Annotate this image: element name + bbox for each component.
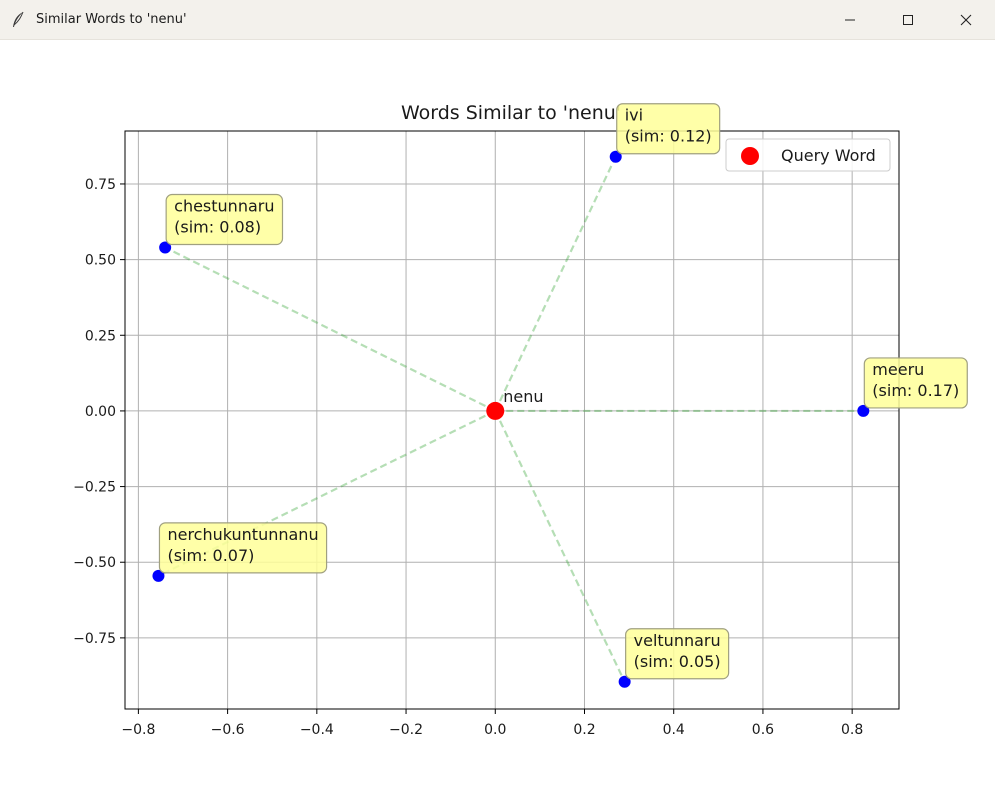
legend-marker [741,147,759,165]
connector-line [494,156,617,412]
data-points [152,150,870,688]
point-annotation: ivi (sim: 0.12) [616,103,721,155]
chart-title: Words Similar to 'nenu' [401,102,621,124]
y-tick-label: −0.75 [73,631,116,647]
query-point [486,401,505,420]
data-point [618,675,631,688]
data-point [857,404,870,417]
axes-frame [124,130,900,710]
x-tick-label: −0.8 [121,722,155,738]
query-word-label: nenu [503,387,543,406]
annotation-word: ivi [625,106,643,125]
annotation-sim: (sim: 0.17) [872,381,959,400]
maximize-button[interactable] [879,0,937,40]
chart-container: Words Similar to 'nenu' −0.8 −0.6 −0.4 −0.2… [0,40,995,781]
annotation-word: veltunnaru [634,631,721,650]
annotation-box [165,193,284,246]
annotation-box [625,628,730,680]
y-tick-label: 0.50 [85,253,116,269]
grid-lines [125,131,899,709]
axis-ticks: −0.8 −0.6 −0.4 −0.2 0.0 0.2 0.4 0.6 0.8 0.75 0.50 0… [73,177,863,738]
annotation-word: chestunnaru [174,197,274,216]
y-tick-label: 0.75 [85,177,116,193]
legend: Query Word [725,138,891,172]
maximize-icon [903,15,913,25]
data-point [152,569,165,582]
point-annotation: meeru (sim: 0.17) [863,357,968,409]
connector-line [494,410,626,683]
point-annotation: veltunnaru (sim: 0.05) [625,628,730,680]
annotation-sim: (sim: 0.08) [174,218,261,237]
annotation-word: meeru [872,360,924,379]
x-tick-label: −0.2 [389,722,423,738]
x-tick-label: 0.2 [573,722,595,738]
y-tick-label: 0.00 [85,404,116,420]
legend-box [725,138,891,172]
x-tick-label: 0.4 [663,722,685,738]
x-tick-label: −0.6 [211,722,245,738]
x-tick-label: 0.6 [752,722,774,738]
annotation-sim: (sim: 0.12) [625,127,712,146]
x-tick-label: 0.8 [841,722,863,738]
legend-label: Query Word [781,146,876,165]
connector-line [164,246,496,412]
point-annotation: nerchukuntunnanu (sim: 0.07) [158,522,328,574]
point-annotations: nenu ivi (sim: 0.12) chestunnaru (sim: 0.08)… [158,103,968,680]
y-tick-label: −0.25 [73,480,116,496]
annotation-sim: (sim: 0.05) [634,652,721,671]
annotation-word: nerchukuntunnanu [167,525,318,544]
data-point [609,150,622,163]
feather-icon [0,0,36,40]
close-button[interactable] [937,0,995,40]
similarity-scatter-chart: Words Similar to 'nenu' −0.8 −0.6 −0.4 −0.2… [73,102,968,738]
point-annotation: chestunnaru (sim: 0.08) [165,193,284,246]
annotation-sim: (sim: 0.07) [167,546,254,565]
annotation-box [616,103,721,155]
minimize-icon [845,19,855,21]
annotation-box [158,522,328,574]
minimize-button[interactable] [821,0,879,40]
close-icon [960,14,972,26]
x-tick-label: 0.0 [484,722,506,738]
y-tick-label: −0.50 [73,555,116,571]
annotation-box [863,357,968,409]
window-titlebar: Similar Words to 'nenu' [0,0,995,40]
y-tick-label: 0.25 [85,328,116,344]
window-title: Similar Words to 'nenu' [36,12,187,27]
x-tick-label: −0.4 [300,722,334,738]
data-point [159,241,172,254]
